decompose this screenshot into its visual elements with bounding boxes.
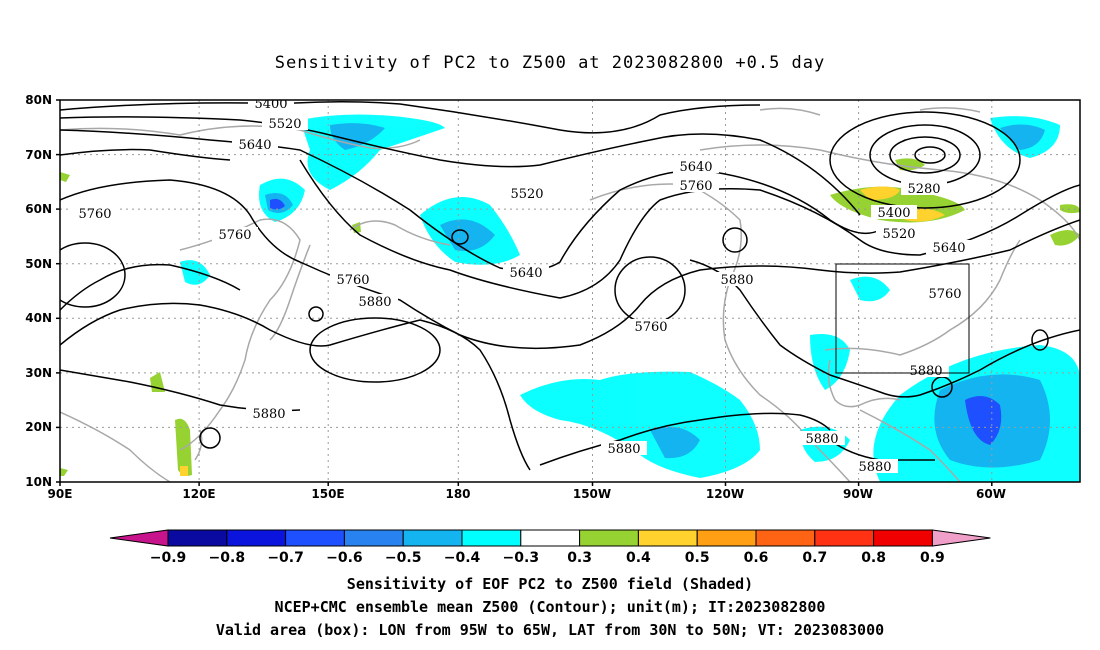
colorbar-tick-label: 0.8 (861, 550, 886, 566)
colorbar-swatch (343, 529, 404, 547)
map-border (59, 99, 1081, 483)
contour-label: 5280 (907, 182, 940, 197)
colorbar-swatch (873, 529, 933, 547)
contour-label: 5760 (218, 228, 251, 243)
contour-label: 5760 (679, 179, 712, 194)
colorbar-tick-label: 0.7 (802, 550, 827, 566)
colorbar-arrow-min (109, 529, 169, 547)
colorbar-swatch (226, 529, 287, 547)
lat-label: 30N (25, 366, 52, 380)
lat-label: 20N (25, 420, 52, 434)
colorbar-swatch (814, 529, 875, 547)
contour-label: 5880 (252, 407, 285, 422)
colorbar-tick-label: −0.5 (385, 550, 422, 566)
contour-label: 5640 (509, 266, 542, 281)
contour-label: 5520 (510, 187, 543, 202)
contour-label: 5640 (238, 138, 271, 153)
contour-labels: 5400 5520 5640 5760 5760 5520 5640 5760 … (72, 97, 972, 475)
contour-label: 5880 (358, 295, 391, 310)
contour-label: 5520 (268, 117, 301, 132)
lon-label: 150W (573, 487, 611, 501)
colorbar-swatch (755, 529, 816, 547)
lat-label: 40N (25, 311, 52, 325)
colorbar-tick-label: −0.8 (209, 550, 246, 566)
colorbar-swatch (402, 529, 463, 547)
colorbar-swatch (520, 529, 581, 547)
colorbar-tick-label: 0.5 (685, 550, 710, 566)
lat-label: 80N (25, 93, 52, 107)
lat-label: 70N (25, 148, 52, 162)
contour-label: 5400 (254, 97, 287, 112)
colorbar-tick-label: −0.4 (444, 550, 481, 566)
colorbar-swatch (579, 529, 639, 547)
contour-label: 5880 (909, 364, 942, 379)
colorbar-tick-label: −0.9 (150, 550, 187, 566)
colorbar-swatch (696, 529, 757, 547)
colorbar-swatch (167, 529, 228, 547)
colorbar-tick-label: 0.9 (920, 550, 945, 566)
contour-label: 5880 (805, 432, 838, 447)
lat-label: 60N (25, 202, 52, 216)
contour-label: 5760 (634, 320, 667, 335)
contour-label: 5880 (858, 460, 891, 475)
figure-title: Sensitivity of PC2 to Z500 at 2023082800… (275, 53, 826, 73)
lat-lon-grid (60, 100, 1080, 482)
contour-label: 5520 (882, 227, 915, 242)
contour-label: 5880 (607, 442, 640, 457)
lon-label: 120E (182, 487, 215, 501)
colorbar-arrow-max (931, 529, 991, 547)
axis-ticks (56, 99, 993, 486)
contour-label: 5400 (877, 206, 910, 221)
colorbar-tick-label: −0.7 (267, 550, 304, 566)
colorbar-tick-label: −0.3 (503, 550, 540, 566)
lon-label: 150E (311, 487, 344, 501)
sensitivity-shading (60, 114, 1080, 482)
lon-label: 180 (445, 487, 470, 501)
lon-label: 60W (976, 487, 1006, 501)
contour-label: 5640 (932, 241, 965, 256)
colorbar-tick-label: 0.3 (567, 550, 592, 566)
colorbar-swatch (461, 529, 522, 547)
colorbar: −0.9 −0.8 −0.7 −0.6 −0.5 −0.4 −0.3 0.3 0.4 0.5 0.6… (109, 529, 991, 566)
lat-label: 10N (25, 475, 52, 489)
lon-label: 90E (48, 487, 73, 501)
colorbar-swatch (637, 529, 698, 547)
caption-line-1: Sensitivity of EOF PC2 to Z500 field (Sh… (347, 575, 753, 593)
longitude-labels: 90E 120E 150E 180 150W 120W 90W 60W (48, 487, 1006, 501)
colorbar-swatch (285, 529, 345, 547)
colorbar-tick-label: −0.6 (326, 550, 363, 566)
lat-label: 50N (25, 257, 52, 271)
contour-label: 5760 (78, 207, 111, 222)
map-panel: 5400 5520 5640 5760 5760 5520 5640 5760 … (25, 93, 1081, 501)
valid-area-box (835, 263, 970, 374)
contour-label: 5760 (336, 273, 369, 288)
contour-label: 5880 (720, 273, 753, 288)
colorbar-tick-label: 0.4 (626, 550, 651, 566)
lon-label: 90W (843, 487, 873, 501)
caption-line-3: Valid area (box): LON from 95W to 65W, L… (216, 621, 884, 639)
contour-label: 5760 (928, 287, 961, 302)
latitude-labels: 80N 70N 60N 50N 40N 30N 20N 10N (25, 93, 52, 489)
colorbar-tick-label: 0.6 (744, 550, 769, 566)
contour-label: 5640 (679, 160, 712, 175)
caption-line-2: NCEP+CMC ensemble mean Z500 (Contour); u… (275, 598, 826, 616)
lon-label: 120W (706, 487, 744, 501)
